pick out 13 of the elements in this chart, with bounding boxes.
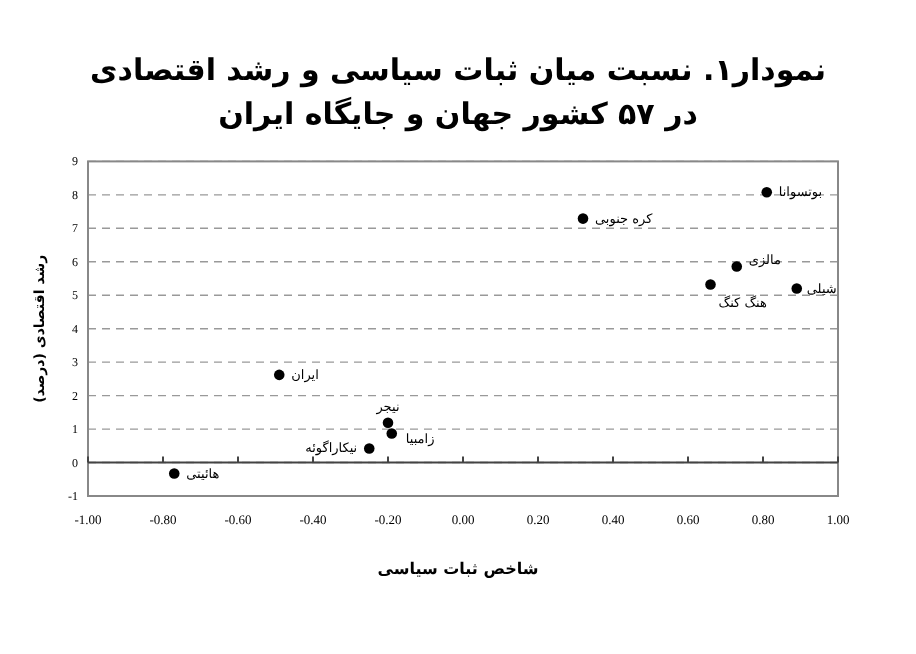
point (705, 279, 716, 290)
point (363, 443, 375, 454)
point (761, 186, 773, 198)
x-axis-title: شاخص ثبات سیاسی (377, 560, 539, 578)
point (731, 261, 743, 272)
point (382, 417, 394, 428)
point (273, 369, 285, 381)
point (168, 468, 180, 479)
point (577, 213, 589, 224)
point (791, 283, 803, 294)
chart-subtitle: در ۵۷ کشور جهان و جایگاه ایران (218, 96, 699, 132)
point (386, 428, 398, 439)
chart-title: نمودار۱. نسبت میان ثبات سیاسی و رشد اقتصادی (90, 52, 826, 88)
